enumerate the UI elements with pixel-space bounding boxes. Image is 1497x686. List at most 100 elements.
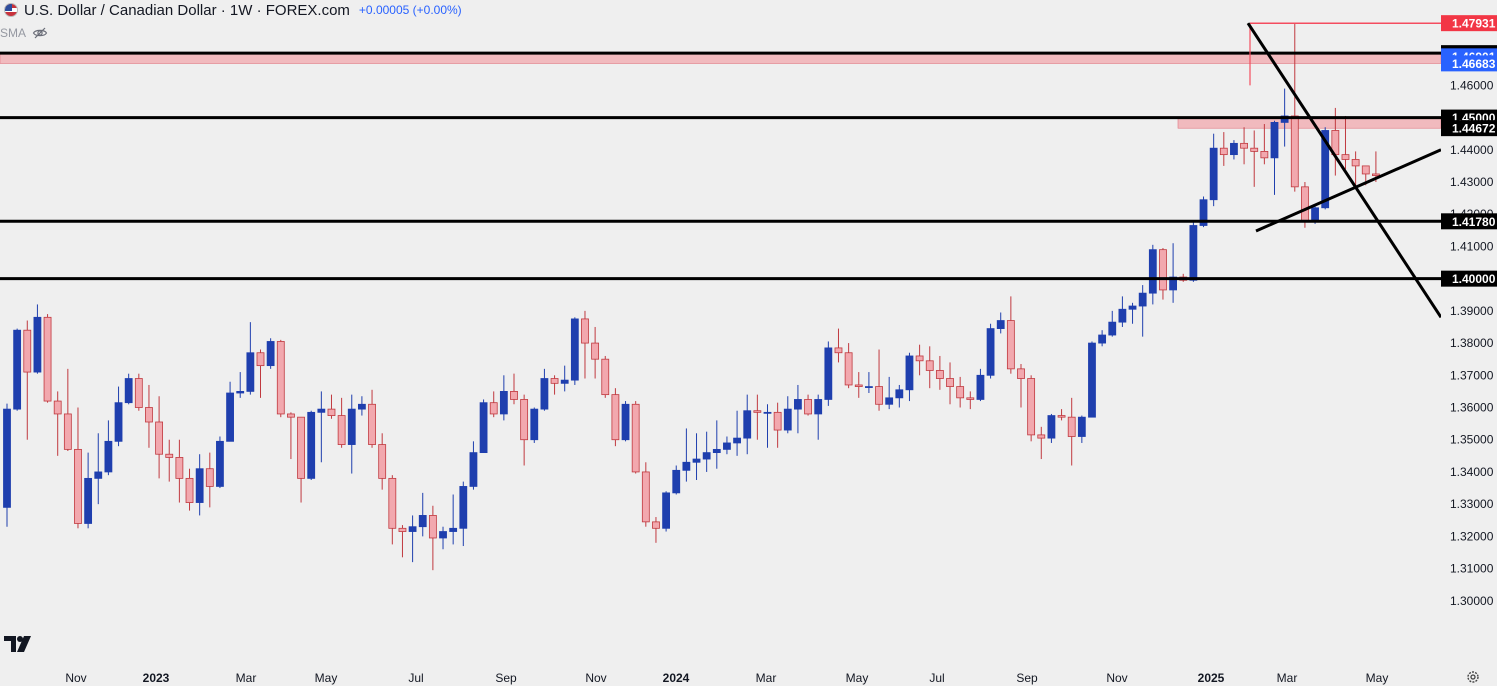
trendline: [1246, 22, 1443, 319]
candle-down: [641, 471, 650, 523]
candle-up: [905, 355, 914, 391]
indicator-legend[interactable]: SMA: [0, 25, 48, 41]
price-tag: [1441, 270, 1497, 287]
candle-up: [94, 471, 103, 479]
candle-up: [763, 411, 772, 414]
candle-up: [33, 316, 42, 373]
candle-down: [287, 413, 295, 418]
candle-wicks: [6, 23, 1377, 571]
candle-down: [1067, 416, 1076, 437]
time-tick-label: Jul: [929, 671, 944, 685]
candle-down: [489, 402, 498, 415]
candle-up: [814, 399, 823, 415]
candle-down: [185, 477, 194, 503]
candle-up: [236, 391, 245, 394]
candle-down: [337, 415, 346, 445]
candle-up: [794, 399, 802, 410]
candle-up: [1138, 292, 1147, 307]
time-tick-label: 2023: [143, 671, 170, 685]
candle-down: [1219, 147, 1228, 156]
price-tick-label: 1.35000: [1450, 433, 1494, 447]
candle-up: [347, 408, 356, 445]
candle-down: [753, 410, 762, 413]
candle-up: [479, 402, 488, 454]
candle-down: [591, 342, 600, 360]
candle-up: [124, 378, 133, 404]
candle-up: [1189, 225, 1198, 281]
candle-up: [1077, 416, 1086, 437]
candle-up: [226, 392, 234, 442]
candle-down: [1351, 159, 1360, 167]
eye-slash-icon[interactable]: [32, 25, 48, 41]
tradingview-logo[interactable]: [4, 634, 36, 654]
candle-down: [773, 411, 782, 431]
candle-up: [246, 352, 255, 392]
time-tick-label: Mar: [756, 671, 777, 685]
candle-down: [834, 347, 843, 354]
time-tick-label: Nov: [1106, 671, 1127, 685]
candle-down: [1290, 115, 1299, 188]
candle-up: [1230, 142, 1238, 156]
time-tick-label: Jul: [408, 671, 423, 685]
candle-down: [956, 386, 965, 399]
candle-up: [449, 527, 458, 532]
settings-icon[interactable]: [1466, 670, 1480, 684]
candle-up: [1128, 305, 1137, 310]
candle-up: [986, 328, 995, 376]
time-axis[interactable]: Nov 2023 Mar May Jul Sep Nov 2024 Mar May Jul Sep No…: [0, 662, 1497, 686]
price-tag: [1441, 15, 1497, 32]
time-tick-label: Nov: [585, 671, 606, 685]
price-tick-label: 1.37000: [1450, 368, 1494, 382]
candle-up: [1199, 199, 1208, 226]
price-tag-label: 1.47931: [1452, 17, 1496, 31]
candle-up: [3, 408, 11, 508]
candle-up: [662, 492, 670, 529]
candle-down: [1341, 154, 1350, 160]
time-tick-label: May: [846, 671, 869, 685]
candle-down: [276, 341, 285, 415]
candle-down: [53, 400, 62, 415]
candle-down: [946, 378, 954, 387]
candle-up: [266, 341, 275, 367]
candle-down: [1159, 249, 1167, 291]
price-axis[interactable]: 1.30000 1.31000 1.32000 1.33000 1.34000 1.350…: [1441, 0, 1497, 686]
candle-down: [966, 397, 975, 400]
candle-down: [631, 403, 640, 473]
candle-down: [368, 403, 376, 445]
candle-down: [134, 378, 143, 408]
candle-down: [804, 399, 812, 415]
price-tag-label: 1.44672: [1452, 122, 1496, 136]
candle-up: [1280, 115, 1289, 123]
time-tick-label: Nov: [65, 671, 86, 685]
price-tick-label: 1.38000: [1450, 336, 1494, 350]
candle-down: [1017, 368, 1025, 379]
candle-down: [925, 360, 934, 371]
candle-up: [114, 402, 123, 442]
candle-up: [439, 531, 447, 539]
candle-down: [165, 453, 174, 458]
candle-down: [388, 477, 397, 529]
price-change: +0.00005 (+0.00%): [358, 3, 462, 17]
candle-down: [875, 386, 883, 405]
candle-down: [510, 391, 518, 400]
candle-up: [357, 403, 366, 410]
price-tag: [1441, 120, 1497, 137]
candle-up: [733, 437, 741, 444]
candle-bodies: [3, 115, 1380, 539]
time-tick-label: May: [1366, 671, 1389, 685]
candle-up: [682, 461, 691, 471]
candle-down: [297, 416, 305, 479]
symbol-title[interactable]: U.S. Dollar / Canadian Dollar · 1W · FOR…: [24, 1, 350, 19]
candle-up: [1148, 249, 1157, 294]
candle-up: [570, 318, 579, 381]
candle-up: [824, 347, 833, 400]
candle-up: [104, 440, 113, 473]
candle-down: [1361, 165, 1370, 175]
price-tick-label: 1.44000: [1450, 143, 1494, 157]
price-tick-label: 1.31000: [1450, 562, 1494, 576]
trendlines: [1246, 22, 1443, 319]
time-tick-label: Mar: [1277, 671, 1298, 685]
candle-down: [915, 355, 924, 362]
candle-up: [530, 408, 539, 441]
